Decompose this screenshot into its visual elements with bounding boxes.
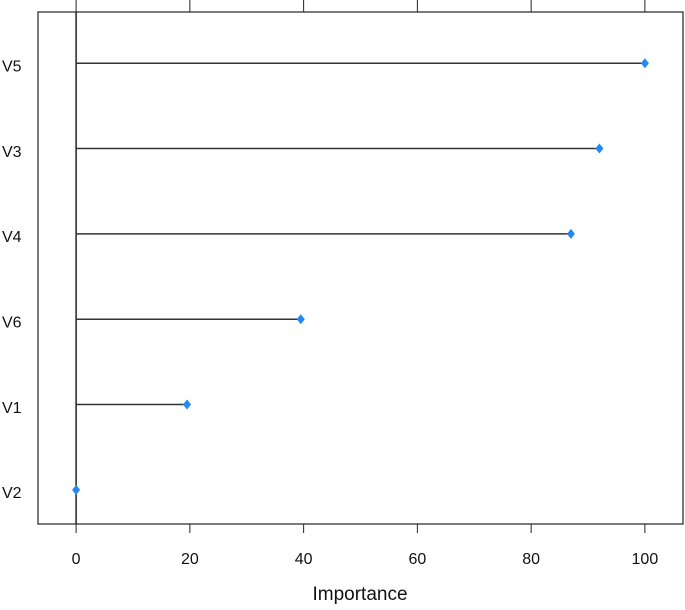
- x-tick-label: 100: [632, 551, 659, 568]
- x-tick-label: 60: [408, 551, 426, 568]
- x-axis-title: Importance: [312, 584, 407, 605]
- y-tick-label: V2: [2, 485, 22, 502]
- x-tick-label: 0: [72, 551, 81, 568]
- dot: [566, 228, 575, 239]
- y-tick-label: V1: [2, 400, 22, 417]
- x-tick-label: 40: [295, 551, 313, 568]
- y-tick-label: V4: [2, 229, 22, 246]
- dot: [72, 484, 81, 495]
- dot: [296, 314, 305, 325]
- x-tick-label: 20: [181, 551, 199, 568]
- dot: [640, 58, 649, 69]
- dot: [183, 399, 192, 410]
- panel-frame: [37, 11, 684, 525]
- y-tick-label: V5: [2, 58, 22, 75]
- dot: [595, 143, 604, 154]
- y-tick-label: V6: [2, 314, 22, 331]
- y-tick-label: V3: [2, 144, 22, 161]
- x-tick-label: 80: [522, 551, 540, 568]
